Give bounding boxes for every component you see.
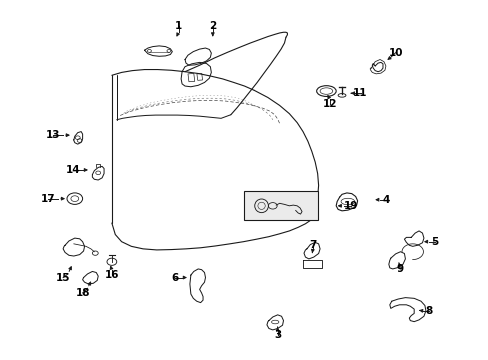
Text: 11: 11 bbox=[352, 88, 367, 98]
Text: 18: 18 bbox=[75, 288, 90, 298]
Text: 15: 15 bbox=[56, 273, 70, 283]
Text: 2: 2 bbox=[209, 21, 216, 31]
Text: 6: 6 bbox=[171, 273, 179, 283]
Bar bbox=[197, 73, 202, 80]
Text: 5: 5 bbox=[430, 237, 437, 247]
Text: 12: 12 bbox=[322, 99, 336, 109]
Text: 16: 16 bbox=[104, 270, 119, 280]
Text: 7: 7 bbox=[308, 240, 316, 250]
Bar bbox=[243, 191, 317, 220]
Text: 1: 1 bbox=[175, 21, 182, 31]
Text: 10: 10 bbox=[387, 48, 402, 58]
Text: 9: 9 bbox=[396, 264, 403, 274]
Text: 19: 19 bbox=[343, 201, 357, 211]
Text: 3: 3 bbox=[273, 330, 281, 340]
Bar bbox=[187, 73, 194, 82]
Text: 14: 14 bbox=[65, 165, 80, 175]
Text: 8: 8 bbox=[425, 306, 431, 316]
Text: 17: 17 bbox=[41, 194, 56, 204]
Text: 13: 13 bbox=[46, 130, 61, 140]
Text: 4: 4 bbox=[382, 195, 389, 205]
